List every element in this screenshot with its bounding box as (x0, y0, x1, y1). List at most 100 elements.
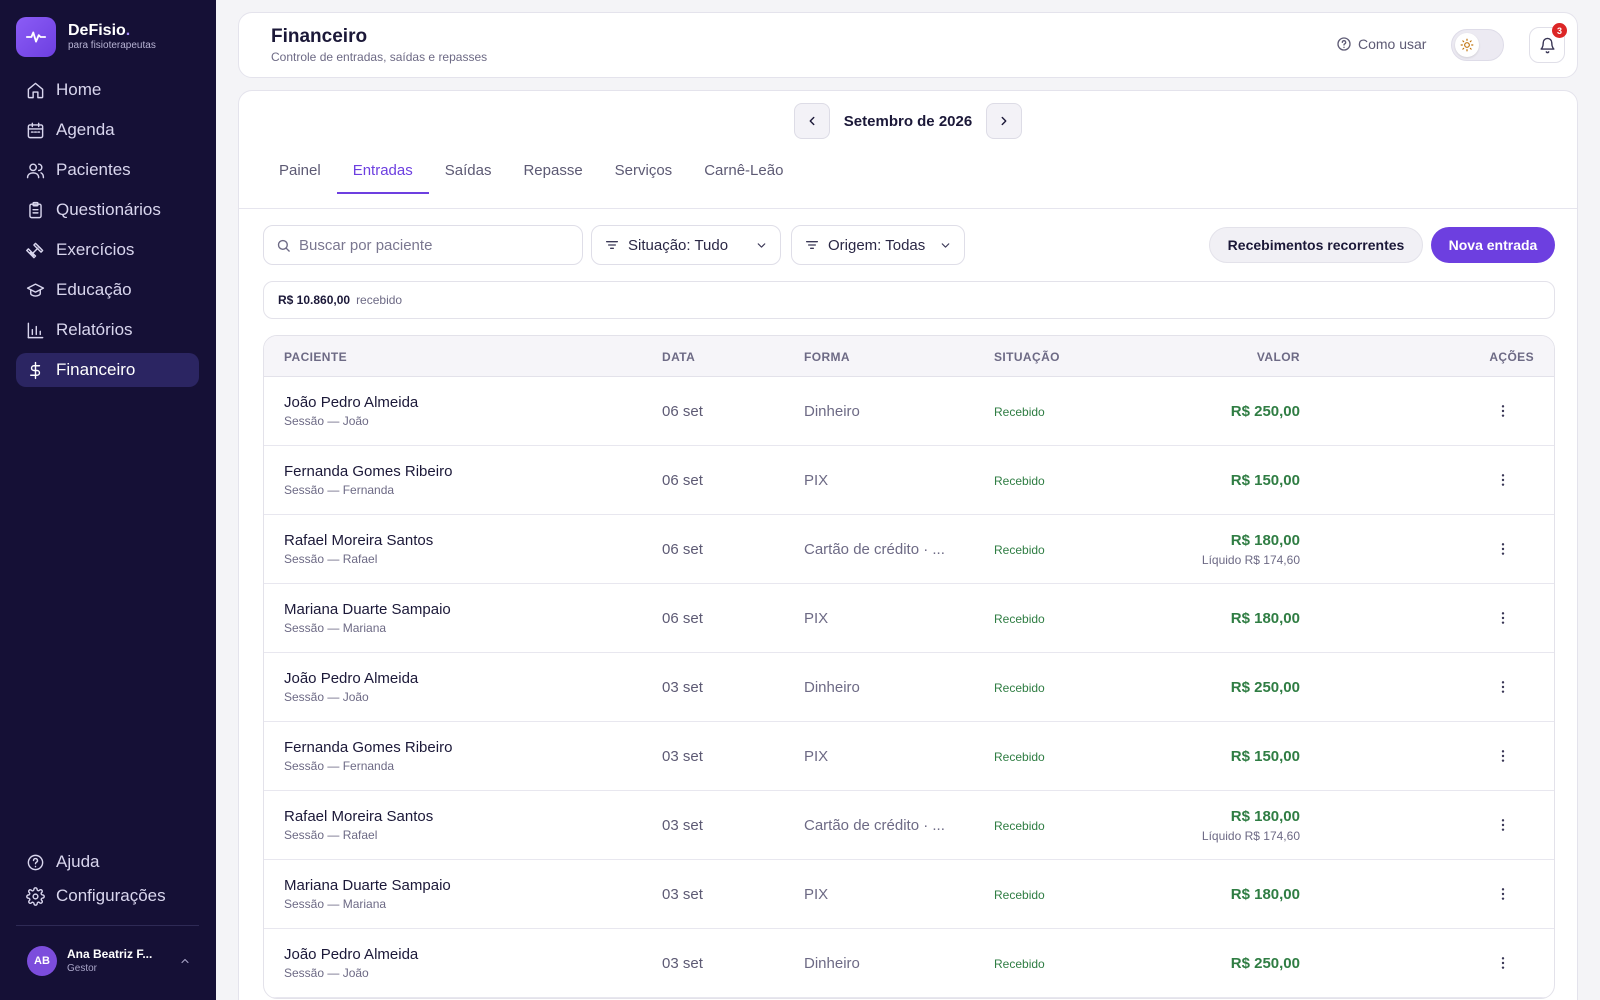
pulse-logo-icon (16, 17, 56, 57)
sidebar-item-pacientes[interactable]: Pacientes (16, 153, 199, 187)
tab-saidas[interactable]: Saídas (444, 162, 492, 179)
more-vertical-icon (1501, 543, 1505, 555)
how-to-use-label: Como usar (1358, 36, 1427, 52)
entry-description: Sessão — Fernanda (284, 483, 395, 497)
tab-entradas[interactable]: Entradas (336, 149, 429, 194)
entry-value: R$ 250,00 (1230, 403, 1300, 420)
sidebar-item-configuracoes[interactable]: Configurações (16, 879, 199, 913)
column-header-status[interactable]: SITUAÇÃO (994, 350, 1060, 364)
recurring-receipts-button[interactable]: Recebimentos recorrentes (1209, 227, 1423, 263)
more-vertical-icon (1501, 888, 1505, 900)
patient-name: Mariana Duarte Sampaio (284, 601, 451, 618)
table-row[interactable]: João Pedro Almeida Sessão — João 06 set Din… (264, 377, 1554, 446)
row-actions-button[interactable] (1490, 536, 1516, 562)
table-row[interactable]: Mariana Duarte Sampaio Sessão — Mariana 03… (264, 860, 1554, 929)
theme-toggle[interactable] (1451, 29, 1504, 61)
patient-name: Rafael Moreira Santos (284, 808, 434, 825)
finance-tabs: Painel Entradas Saídas Repasse Serviços … (263, 149, 799, 194)
row-actions-button[interactable] (1490, 467, 1516, 493)
status-badge: Recebido (994, 750, 1045, 764)
row-actions-button[interactable] (1490, 605, 1516, 631)
column-header-value[interactable]: VALOR (1256, 350, 1300, 364)
row-actions-button[interactable] (1490, 743, 1516, 769)
notifications-button[interactable]: 3 (1529, 23, 1567, 63)
row-actions-button[interactable] (1490, 881, 1516, 907)
status-badge: Recebido (994, 888, 1045, 902)
previous-month-button[interactable] (793, 103, 830, 139)
user-menu[interactable]: AB Ana Beatriz F... Gestor (27, 946, 191, 976)
brand[interactable]: DeFisio. para fisioterapeutas (16, 17, 156, 57)
entry-date: 03 set (662, 817, 703, 834)
column-header-method[interactable]: FORMA (804, 350, 850, 364)
entry-date: 06 set (662, 472, 703, 489)
avatar: AB (27, 946, 57, 976)
table-row[interactable]: Fernanda Gomes Ribeiro Sessão — Fernanda 0… (264, 446, 1554, 515)
net-value: Líquido R$ 174,60 (1201, 553, 1300, 567)
patient-name: Fernanda Gomes Ribeiro (284, 739, 453, 756)
payment-method: PIX (804, 472, 829, 489)
sidebar-item-questionarios[interactable]: Questionários (16, 193, 199, 227)
sidebar-item-financeiro[interactable]: Financeiro (16, 353, 199, 387)
table-body: João Pedro Almeida Sessão — João 06 set Din… (264, 377, 1554, 998)
gear-icon (26, 886, 45, 906)
column-header-patient[interactable]: PACIENTE (284, 350, 347, 364)
table-header: PACIENTE DATA FORMA SITUAÇÃO VALOR AÇÕES (264, 336, 1554, 377)
dumbbell-icon (26, 242, 44, 258)
entry-description: Sessão — João (284, 414, 369, 428)
status-badge: Recebido (994, 543, 1045, 557)
table-row[interactable]: Mariana Duarte Sampaio Sessão — Mariana 06… (264, 584, 1554, 653)
status-badge: Recebido (994, 819, 1045, 833)
sidebar-item-home[interactable]: Home (16, 73, 199, 107)
entry-date: 06 set (662, 541, 703, 558)
patient-name: João Pedro Almeida (284, 394, 419, 411)
entry-value: R$ 150,00 (1230, 748, 1300, 765)
entry-date: 06 set (662, 403, 703, 420)
tab-carne-leao[interactable]: Carnê-Leão (704, 162, 784, 179)
sidebar-item-relatorios[interactable]: Relatórios (16, 313, 199, 347)
table-row[interactable]: Rafael Moreira Santos Sessão — Rafael 06 s… (264, 515, 1554, 584)
filter-icon (606, 241, 618, 249)
tab-painel[interactable]: Painel (279, 162, 321, 179)
new-entry-button[interactable]: Nova entrada (1431, 227, 1555, 263)
help-circle-icon (27, 854, 44, 870)
status-badge: Recebido (994, 681, 1045, 695)
more-vertical-icon (1501, 474, 1505, 486)
origin-filter-value: Origem: Todas (828, 236, 926, 254)
how-to-use-button[interactable]: Como usar (1336, 36, 1426, 52)
sidebar-item-ajuda[interactable]: Ajuda (16, 845, 199, 879)
row-actions-button[interactable] (1490, 950, 1516, 976)
status-badge: Recebido (994, 474, 1045, 488)
origin-filter-select[interactable]: Origem: Todas (791, 225, 965, 265)
table-row[interactable]: João Pedro Almeida Sessão — João 03 set Din… (264, 929, 1554, 998)
sidebar-nav: Home Agenda Pacientes Questionários Exer… (16, 73, 199, 393)
tab-repasse[interactable]: Repasse (523, 162, 583, 179)
next-month-button[interactable] (986, 103, 1023, 139)
entry-description: Sessão — João (284, 690, 369, 704)
search-input[interactable] (299, 236, 569, 254)
more-vertical-icon (1501, 750, 1505, 762)
tab-servicos[interactable]: Serviços (614, 162, 673, 179)
row-actions-button[interactable] (1490, 674, 1516, 700)
more-vertical-icon (1501, 612, 1505, 624)
table-row[interactable]: Fernanda Gomes Ribeiro Sessão — Fernanda 0… (264, 722, 1554, 791)
table-row[interactable]: João Pedro Almeida Sessão — João 03 set Din… (264, 653, 1554, 722)
row-actions-button[interactable] (1490, 398, 1516, 424)
sidebar-item-educacao[interactable]: Educação (16, 273, 199, 307)
sidebar-item-agenda[interactable]: Agenda (16, 113, 199, 147)
more-vertical-icon (1501, 819, 1505, 831)
payment-method: Dinheiro (804, 679, 860, 696)
entry-value: R$ 150,00 (1230, 472, 1300, 489)
payment-method: PIX (804, 748, 829, 765)
status-filter-value: Situação: Tudo (628, 236, 729, 254)
table-row[interactable]: Rafael Moreira Santos Sessão — Rafael 03 s… (264, 791, 1554, 860)
status-badge: Recebido (994, 405, 1045, 419)
column-header-date[interactable]: DATA (662, 350, 696, 364)
tabs-divider (239, 208, 1577, 209)
sidebar-item-label: Pacientes (56, 160, 131, 179)
column-header-actions: AÇÕES (1489, 350, 1534, 364)
payment-method: PIX (804, 886, 829, 903)
status-filter-select[interactable]: Situação: Tudo (591, 225, 781, 265)
month-label: Setembro de 2026 (843, 112, 973, 130)
row-actions-button[interactable] (1490, 812, 1516, 838)
sidebar-item-exercicios[interactable]: Exercícios (16, 233, 199, 267)
